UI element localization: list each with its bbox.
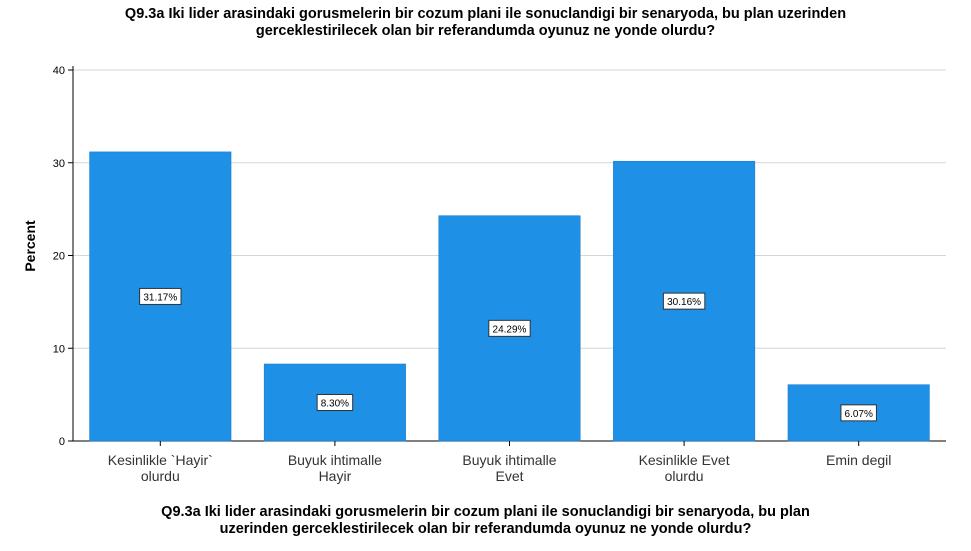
chart-title-line-2: gerceklestirilecek olan bir referandumda… (255, 23, 716, 39)
x-axis-label-line-2: uzerinden gerceklestirilecek olan bir re… (219, 521, 752, 537)
chart-title: Q9.3a Iki lider arasindaki gorusmelerin … (0, 6, 971, 40)
category-label: Emin degil (826, 452, 891, 468)
y-tick-label: 0 (59, 436, 65, 448)
category-label: Buyuk ihtimalle (288, 452, 382, 468)
data-label-box (139, 287, 182, 305)
category-label: olurdu (141, 468, 180, 484)
data-label: 24.29% (493, 324, 527, 335)
category-label: olurdu (665, 468, 704, 484)
data-label-box (662, 292, 706, 310)
y-tick-label: 20 (53, 251, 65, 263)
x-axis-label-line-1: Q9.3a Iki lider arasindaki gorusmelerin … (161, 504, 810, 520)
category-label: Kesinlikle `Hayir` (108, 452, 213, 468)
data-label-box (316, 394, 354, 412)
category-label: Hayir (319, 468, 352, 484)
data-label: 6.07% (845, 409, 873, 420)
category-label: Kesinlikle Evet (639, 452, 730, 468)
data-label: 31.17% (143, 292, 177, 303)
data-label-box (840, 404, 877, 422)
x-axis-label: Q9.3a Iki lider arasindaki gorusmelerin … (0, 504, 971, 538)
chart-title-line-1: Q9.3a Iki lider arasindaki gorusmelerin … (124, 6, 847, 22)
y-tick-label: 30 (53, 158, 65, 170)
data-label-box (488, 319, 531, 337)
y-tick-label: 40 (53, 65, 65, 77)
data-label: 8.30% (321, 399, 349, 410)
category-label: Evet (495, 468, 523, 484)
data-label: 30.16% (667, 297, 701, 308)
y-tick-label: 10 (53, 343, 65, 355)
category-label: Buyuk ihtimalle (462, 452, 556, 468)
